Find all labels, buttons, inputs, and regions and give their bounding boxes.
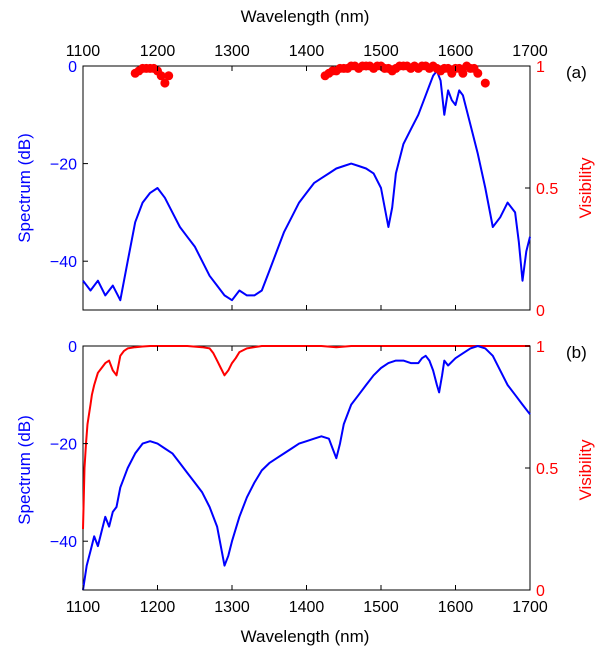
panel-b-right-ticks: 00.51 bbox=[525, 339, 558, 600]
panel-a-right-axis-label: Visibility bbox=[576, 157, 595, 219]
x-tick-label: 1400 bbox=[289, 43, 325, 60]
right-tick-label: 1 bbox=[536, 339, 545, 356]
panel-a-visibility-point bbox=[458, 68, 468, 78]
left-tick-label: −40 bbox=[50, 534, 77, 551]
panel-a-visibility-point bbox=[156, 71, 166, 81]
x-tick-label: 1100 bbox=[66, 43, 101, 60]
panel-a-spectrum-series bbox=[82, 69, 531, 302]
panel-a: 1100 1200 1300 1400 1500 1600 1700 0−20−40 00.… bbox=[15, 43, 595, 320]
panel-b-visibility-series bbox=[82, 345, 530, 530]
panel-a-left-ticks: 0 −20 −40 bbox=[50, 59, 88, 271]
x-tick-label: 1700 bbox=[512, 599, 548, 616]
panel-a-visibility-series bbox=[130, 61, 490, 88]
panel-b-spectrum-series bbox=[82, 345, 531, 591]
panel-b-x-ticks: 1100 1200 1300 1400 1500 1600 1700 bbox=[66, 346, 548, 616]
panel-a-frame bbox=[82, 65, 531, 311]
x-tick-label: 1500 bbox=[363, 599, 399, 616]
bottom-wavelength-label: Wavelength (nm) bbox=[241, 627, 370, 646]
left-tick-label: −20 bbox=[50, 157, 77, 174]
panel-a-left-axis-label: Spectrum (dB) bbox=[15, 133, 34, 243]
right-tick-label: 0.5 bbox=[536, 461, 558, 478]
x-tick-label: 1600 bbox=[438, 43, 474, 60]
panel-b-label: (b) bbox=[566, 343, 587, 362]
x-tick-label: 1300 bbox=[214, 43, 250, 60]
panel-b: 1100 1200 1300 1400 1500 1600 1700 0−20−40 00.… bbox=[15, 339, 595, 616]
x-tick-label: 1100 bbox=[66, 599, 101, 616]
right-tick-label: 0 bbox=[536, 303, 545, 320]
x-tick-label: 1500 bbox=[363, 43, 399, 60]
panel-b-spectrum-line bbox=[82, 345, 531, 591]
panel-a-label: (a) bbox=[566, 63, 587, 82]
panel-b-right-axis-label: Visibility bbox=[576, 439, 595, 501]
panel-a-visibility-point bbox=[164, 71, 174, 81]
left-tick-label: 0 bbox=[68, 59, 77, 76]
panel-b-frame bbox=[82, 345, 531, 591]
panel-a-visibility-point bbox=[480, 78, 490, 88]
left-tick-label: −40 bbox=[50, 254, 77, 271]
x-tick-label: 1700 bbox=[512, 43, 548, 60]
panel-a-right-ticks: 00.51 bbox=[525, 59, 558, 320]
x-tick-label: 1200 bbox=[140, 43, 176, 60]
x-tick-label: 1600 bbox=[438, 599, 474, 616]
panel-a-visibility-point bbox=[160, 78, 170, 88]
left-tick-label: −20 bbox=[50, 437, 77, 454]
x-tick-label: 1200 bbox=[140, 599, 176, 616]
panel-b-left-axis-label: Spectrum (dB) bbox=[15, 415, 34, 525]
panel-a-spectrum-line bbox=[82, 69, 531, 302]
panel-a-visibility-point bbox=[473, 68, 483, 78]
left-tick-label: 0 bbox=[68, 339, 77, 356]
panel-b-left-ticks: 0 −20 −40 bbox=[50, 339, 88, 551]
panel-b-visibility-line bbox=[82, 345, 530, 530]
right-tick-label: 0.5 bbox=[536, 181, 558, 198]
x-tick-label: 1400 bbox=[289, 599, 325, 616]
right-tick-label: 1 bbox=[536, 59, 545, 76]
panel-a-x-ticks: 1100 1200 1300 1400 1500 1600 1700 bbox=[66, 43, 548, 310]
x-tick-label: 1300 bbox=[214, 599, 250, 616]
right-tick-label: 0 bbox=[536, 583, 545, 600]
top-wavelength-label: Wavelength (nm) bbox=[241, 7, 370, 26]
